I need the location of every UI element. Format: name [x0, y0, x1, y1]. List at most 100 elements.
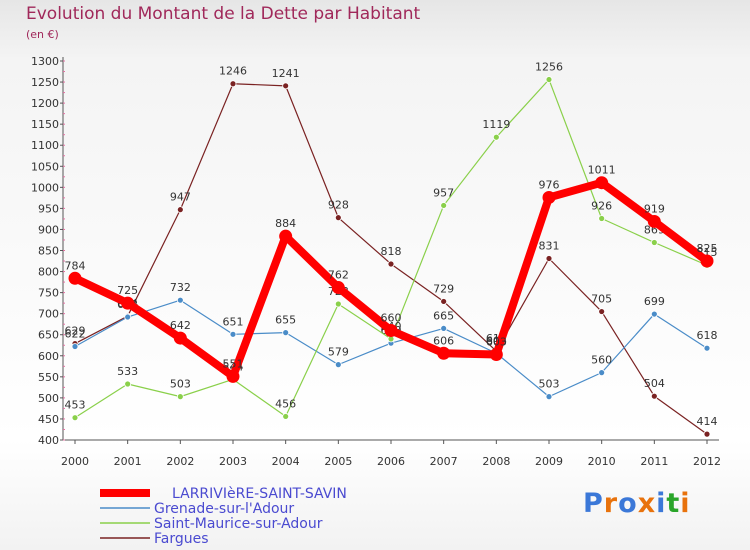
- data-label-fargues: 818: [381, 245, 402, 258]
- x-tick-label: 2006: [377, 455, 405, 468]
- data-label-larrivi-re-saint-savin: 551: [223, 357, 244, 370]
- data-label-grenade-sur-l-adour: 560: [591, 354, 612, 367]
- data-point-saint-maurice-sur-adour: [650, 239, 658, 246]
- data-point-grenade-sur-l-adour: [124, 313, 132, 321]
- data-label-fargues: 414: [697, 415, 718, 428]
- data-point-fargues: [703, 430, 711, 438]
- data-point-larrivi-re-saint-savin: [226, 369, 240, 383]
- data-point-grenade-sur-l-adour: [229, 330, 237, 338]
- data-point-larrivi-re-saint-savin: [595, 176, 609, 190]
- data-point-grenade-sur-l-adour: [440, 325, 448, 332]
- data-label-saint-maurice-sur-adour: 1119: [482, 118, 510, 131]
- data-point-grenade-sur-l-adour: [71, 343, 79, 350]
- y-tick-label: 400: [38, 434, 59, 447]
- data-label-fargues: 1246: [219, 65, 247, 78]
- y-tick-label: 1000: [31, 181, 59, 194]
- y-tick-label: 1300: [31, 55, 59, 68]
- data-label-grenade-sur-l-adour: 618: [697, 329, 718, 342]
- y-tick-label: 950: [38, 202, 59, 215]
- data-point-larrivi-re-saint-savin: [489, 348, 503, 362]
- x-tick-label: 2003: [219, 455, 247, 468]
- data-point-larrivi-re-saint-savin: [542, 190, 556, 204]
- data-label-fargues: 831: [539, 240, 560, 253]
- data-point-larrivi-re-saint-savin: [68, 271, 82, 285]
- data-point-fargues: [598, 308, 606, 315]
- y-tick-label: 500: [38, 392, 59, 405]
- data-label-grenade-sur-l-adour: 651: [223, 315, 244, 328]
- data-point-grenade-sur-l-adour: [598, 369, 606, 377]
- data-label-larrivi-re-saint-savin: 784: [65, 259, 86, 272]
- data-label-saint-maurice-sur-adour: 503: [170, 378, 191, 391]
- data-label-larrivi-re-saint-savin: 919: [644, 202, 665, 215]
- data-label-larrivi-re-saint-savin: 725: [117, 284, 138, 297]
- data-label-saint-maurice-sur-adour: 1256: [535, 61, 563, 74]
- data-point-larrivi-re-saint-savin: [279, 229, 293, 243]
- data-label-saint-maurice-sur-adour: 926: [591, 199, 612, 212]
- data-label-fargues: 705: [591, 293, 612, 306]
- data-point-saint-maurice-sur-adour: [440, 202, 448, 209]
- data-label-saint-maurice-sur-adour: 453: [65, 399, 86, 412]
- proxiti-logo: Proxiti: [583, 488, 691, 519]
- data-label-fargues: 1241: [272, 67, 300, 80]
- legend-label: LARRIVIèRE-SAINT-SAVIN: [172, 486, 347, 502]
- x-tick-label: 2007: [430, 455, 458, 468]
- data-label-grenade-sur-l-adour: 732: [170, 281, 191, 294]
- data-point-saint-maurice-sur-adour: [124, 380, 132, 388]
- y-tick-label: 1050: [31, 160, 59, 173]
- data-label-larrivi-re-saint-savin: 976: [539, 178, 560, 191]
- x-tick-label: 2002: [166, 455, 194, 468]
- data-point-larrivi-re-saint-savin: [384, 324, 398, 338]
- y-tick-label: 550: [38, 371, 59, 384]
- data-point-larrivi-re-saint-savin: [647, 214, 661, 228]
- y-tick-label: 1250: [31, 76, 59, 89]
- data-label-fargues: 729: [433, 282, 454, 295]
- data-label-larrivi-re-saint-savin: 660: [381, 312, 402, 325]
- data-point-saint-maurice-sur-adour: [598, 215, 606, 222]
- data-point-larrivi-re-saint-savin: [121, 296, 135, 310]
- x-tick-label: 2012: [693, 455, 721, 468]
- y-tick-label: 700: [38, 308, 59, 321]
- y-tick-label: 450: [38, 413, 59, 426]
- x-tick-label: 2000: [61, 455, 89, 468]
- series-line-larrivi-re-saint-savin: [71, 178, 711, 381]
- x-tick-label: 2009: [535, 455, 563, 468]
- y-tick-label: 850: [38, 245, 59, 258]
- x-tick-label: 2011: [640, 455, 668, 468]
- data-point-fargues: [229, 80, 237, 88]
- data-label-larrivi-re-saint-savin: 762: [328, 269, 349, 282]
- data-point-larrivi-re-saint-savin: [437, 346, 451, 360]
- data-point-grenade-sur-l-adour: [650, 310, 658, 318]
- chart-title: Evolution du Montant de la Dette par Hab…: [26, 4, 421, 24]
- data-label-grenade-sur-l-adour: 622: [65, 328, 86, 341]
- data-point-fargues: [387, 260, 395, 268]
- data-label-fargues: 947: [170, 191, 191, 204]
- data-label-saint-maurice-sur-adour: 533: [117, 365, 138, 378]
- y-tick-label: 750: [38, 287, 59, 300]
- data-point-fargues: [282, 82, 290, 90]
- y-tick-label: 1150: [31, 118, 59, 131]
- data-point-saint-maurice-sur-adour: [71, 414, 79, 422]
- data-point-grenade-sur-l-adour: [703, 344, 711, 352]
- x-tick-label: 2004: [272, 455, 300, 468]
- data-label-larrivi-re-saint-savin: 1011: [588, 164, 616, 177]
- x-tick-label: 2008: [482, 455, 510, 468]
- data-label-grenade-sur-l-adour: 579: [328, 346, 349, 359]
- data-point-saint-maurice-sur-adour: [334, 300, 342, 308]
- data-point-grenade-sur-l-adour: [545, 393, 553, 401]
- data-label-grenade-sur-l-adour: 503: [539, 378, 560, 391]
- data-point-fargues: [334, 214, 342, 222]
- y-tick-label: 650: [38, 329, 59, 342]
- y-tick-label: 800: [38, 266, 59, 279]
- data-point-larrivi-re-saint-savin: [173, 331, 187, 345]
- y-tick-label: 600: [38, 350, 59, 363]
- data-label-grenade-sur-l-adour: 655: [275, 314, 296, 327]
- data-point-saint-maurice-sur-adour: [282, 413, 290, 420]
- data-label-saint-maurice-sur-adour: 456: [275, 397, 296, 410]
- data-point-fargues: [440, 298, 448, 305]
- data-label-grenade-sur-l-adour: 699: [644, 295, 665, 308]
- data-point-saint-maurice-sur-adour: [176, 393, 184, 401]
- data-label-fargues: 928: [328, 199, 349, 212]
- data-point-fargues: [176, 206, 184, 214]
- legend-label: Fargues: [154, 531, 209, 547]
